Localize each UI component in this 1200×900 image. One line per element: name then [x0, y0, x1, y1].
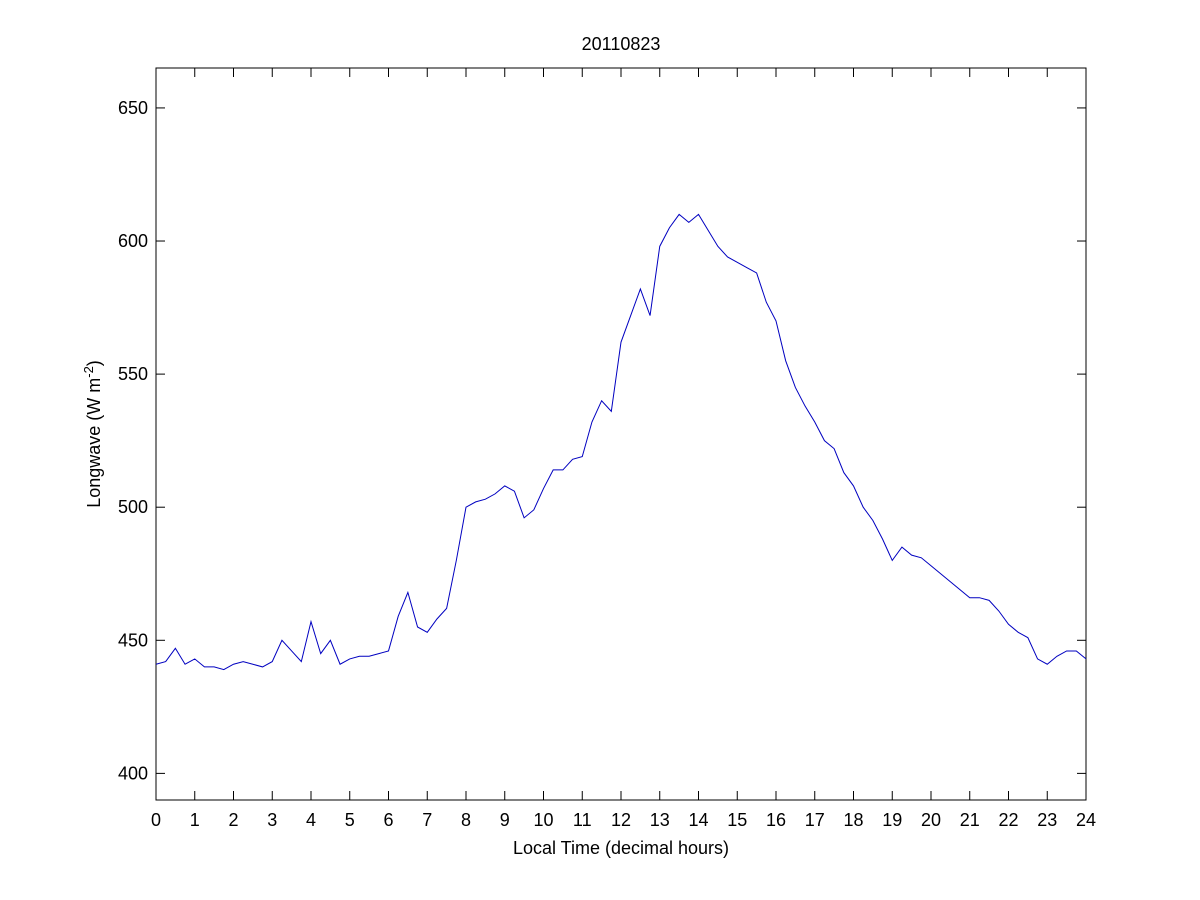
- x-tick-label: 9: [500, 810, 510, 830]
- y-label-text: Longwave (W m: [84, 378, 104, 508]
- x-tick-label: 4: [306, 810, 316, 830]
- x-tick-label: 16: [766, 810, 786, 830]
- x-tick-label: 10: [533, 810, 553, 830]
- x-tick-label: 11: [573, 810, 592, 830]
- x-tick-label: 17: [805, 810, 825, 830]
- data-line: [155, 213, 1087, 671]
- y-tick-label: 600: [118, 231, 148, 251]
- x-tick-label: 5: [345, 810, 355, 830]
- x-tick-label: 20: [921, 810, 941, 830]
- x-tick-label: 15: [727, 810, 747, 830]
- chart-title: 20110823: [582, 34, 661, 54]
- y-tick-label: 400: [118, 763, 148, 783]
- y-label-sup: -2: [81, 366, 96, 378]
- x-tick-label: 13: [650, 810, 670, 830]
- x-tick-label: 2: [228, 810, 238, 830]
- x-tick-label: 18: [843, 810, 863, 830]
- x-tick-label: 22: [998, 810, 1018, 830]
- x-tick-label: 7: [422, 810, 432, 830]
- x-tick-label: 6: [383, 810, 393, 830]
- x-tick-label: 8: [461, 810, 471, 830]
- y-tick-label: 500: [118, 497, 148, 517]
- x-tick-label: 21: [960, 810, 980, 830]
- x-tick-label: 12: [611, 810, 631, 830]
- y-tick-label: 550: [118, 364, 148, 384]
- x-tick-label: 14: [688, 810, 708, 830]
- y-label-close: ): [84, 360, 104, 366]
- x-tick-label: 3: [267, 810, 277, 830]
- x-tick-label: 19: [882, 810, 902, 830]
- y-tick-label: 450: [118, 630, 148, 650]
- y-axis-label: Longwave (W m-2): [81, 360, 104, 508]
- x-tick-label: 1: [190, 810, 200, 830]
- x-tick-label: 0: [151, 810, 161, 830]
- x-tick-label: 24: [1076, 810, 1096, 830]
- y-tick-label: 650: [118, 98, 148, 118]
- x-axis-label: Local Time (decimal hours): [513, 838, 729, 858]
- plot-area: [155, 67, 1087, 801]
- x-tick-label: 23: [1037, 810, 1057, 830]
